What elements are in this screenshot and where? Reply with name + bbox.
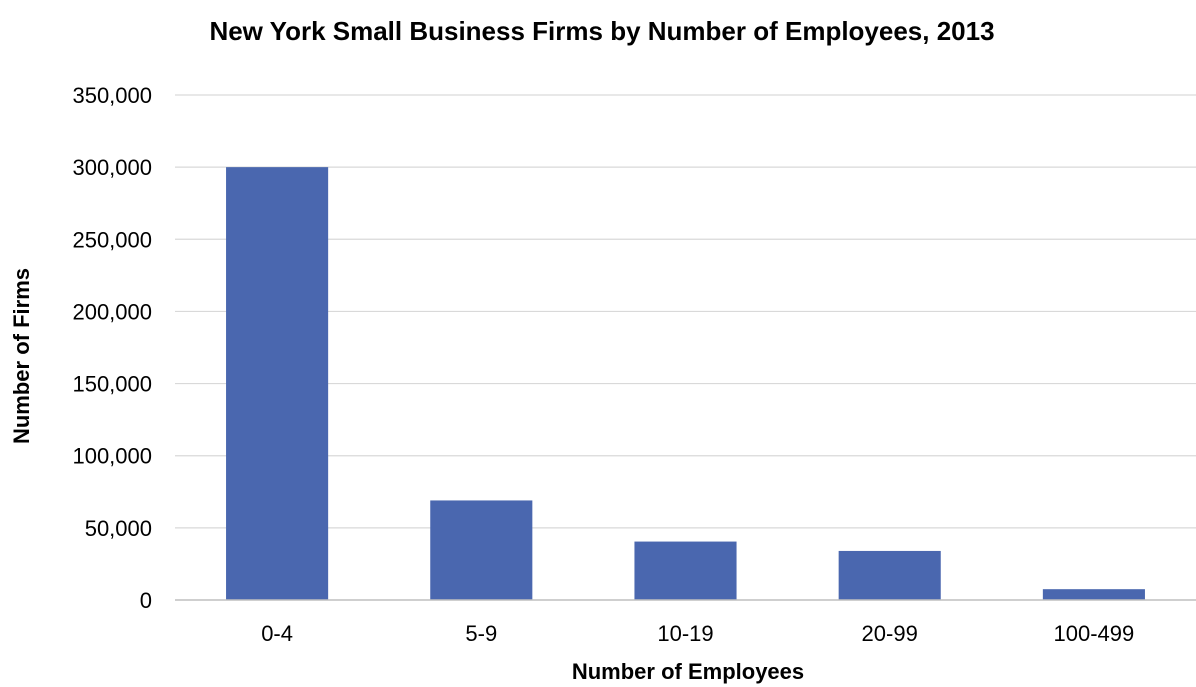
chart-title: New York Small Business Firms by Number … bbox=[209, 16, 994, 46]
y-tick-label: 100,000 bbox=[72, 444, 152, 469]
bar-10-19 bbox=[634, 541, 737, 600]
x-tick-label: 10-19 bbox=[657, 621, 713, 646]
y-tick-label: 200,000 bbox=[72, 299, 152, 324]
y-tick-label: 350,000 bbox=[72, 83, 152, 108]
y-axis-tick-labels: 0 50,000 100,000 150,000 200,000 250,000 300,0… bbox=[72, 83, 152, 613]
x-axis-tick-labels: 0-4 5-9 10-19 20-99 100-499 bbox=[261, 621, 1134, 646]
y-tick-label: 150,000 bbox=[72, 372, 152, 397]
bar-20-99 bbox=[838, 550, 941, 600]
x-tick-label: 5-9 bbox=[465, 621, 497, 646]
gridlines bbox=[175, 94, 1196, 529]
x-tick-label: 20-99 bbox=[862, 621, 918, 646]
bar-5-9 bbox=[430, 500, 533, 600]
bars bbox=[226, 167, 1145, 600]
bar-0-4 bbox=[226, 167, 329, 600]
y-tick-label: 300,000 bbox=[72, 155, 152, 180]
y-tick-label: 50,000 bbox=[85, 516, 152, 541]
y-axis-title: Number of Firms bbox=[9, 268, 34, 444]
x-tick-label: 0-4 bbox=[261, 621, 293, 646]
bar-100-499 bbox=[1042, 589, 1145, 600]
y-tick-label: 250,000 bbox=[72, 227, 152, 252]
x-axis-title: Number of Employees bbox=[572, 659, 804, 684]
x-tick-label: 100-499 bbox=[1054, 621, 1135, 646]
y-tick-label: 0 bbox=[140, 588, 152, 613]
